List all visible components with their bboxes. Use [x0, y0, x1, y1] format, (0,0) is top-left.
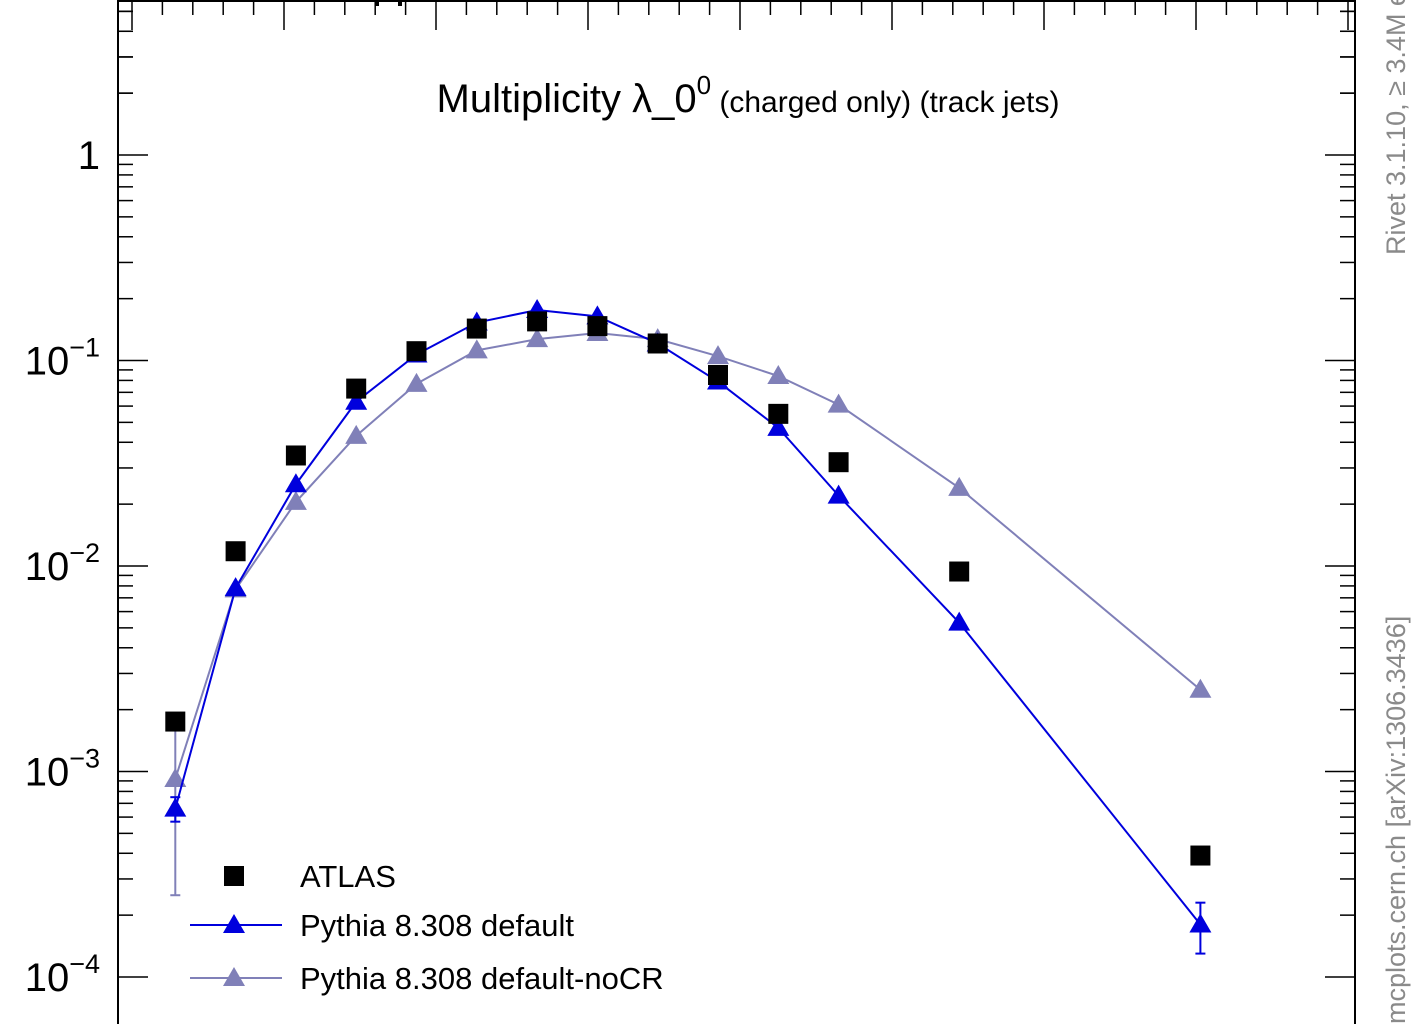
data-point — [647, 333, 668, 354]
data-point — [707, 345, 729, 365]
title-main: Multiplicity λ_0 — [437, 77, 697, 121]
data-point — [948, 476, 971, 496]
legend-label-default: Pythia 8.308 default — [300, 908, 574, 943]
data-point — [526, 328, 549, 348]
top-clipped-label — [375, 0, 402, 6]
legend-marker-atlas — [224, 866, 244, 886]
data-point — [405, 372, 428, 392]
title-superscript: 0 — [697, 70, 711, 100]
data-point — [708, 365, 728, 386]
series-2 — [164, 322, 1212, 897]
data-point — [827, 484, 850, 504]
data-point — [587, 316, 608, 337]
series-line — [174, 309, 1202, 926]
data-point — [1190, 845, 1211, 866]
data-point — [949, 561, 970, 582]
series-line — [174, 332, 1202, 780]
y-tick-label: 10−2 — [25, 538, 100, 589]
side-label-rivet: Rivet 3.1.10, ≥ 3.4M events — [1381, 0, 1411, 255]
data-point — [465, 339, 488, 359]
y-tick-label: 1 — [78, 134, 100, 178]
series-1 — [164, 299, 1212, 955]
plot-title: Multiplicity λ_00 (charged only) (track … — [437, 70, 1060, 121]
data-point — [1189, 678, 1212, 698]
data-point — [164, 797, 187, 817]
series-0 — [165, 311, 1211, 866]
title-note: (charged only) (track jets) — [711, 86, 1059, 119]
data-point — [527, 311, 548, 332]
y-tick-label: 10−4 — [25, 949, 100, 1000]
data-point — [768, 403, 789, 424]
data-point — [345, 424, 368, 444]
y-tick-label: 10−3 — [25, 744, 100, 795]
data-point — [767, 416, 790, 436]
legend-marker-default — [223, 914, 245, 933]
side-label-mcplots: mcplots.cern.ch [arXiv:1306.3436] — [1381, 616, 1411, 1024]
data-point — [767, 365, 790, 385]
data-point — [466, 318, 487, 339]
series-layer — [164, 299, 1212, 955]
data-point — [406, 341, 427, 362]
y-tick-labels: 1 10−1 10−2 10−3 10−4 — [25, 134, 100, 1000]
data-point — [164, 767, 187, 787]
data-point — [225, 541, 246, 562]
data-point — [284, 490, 307, 510]
axis-ticks — [118, 0, 1355, 978]
data-point — [827, 393, 850, 413]
data-point — [948, 611, 971, 631]
data-point — [224, 577, 247, 597]
data-point — [1189, 913, 1212, 933]
data-point — [285, 445, 306, 466]
data-point — [346, 378, 367, 399]
data-point — [828, 452, 849, 473]
data-point — [284, 473, 307, 493]
legend-marker-nocr — [223, 967, 245, 986]
legend: ATLAS Pythia 8.308 default Pythia 8.308 … — [190, 859, 664, 996]
data-point — [165, 711, 186, 732]
y-tick-label: 10−1 — [25, 333, 100, 384]
legend-label-nocr: Pythia 8.308 default-noCR — [300, 961, 664, 996]
legend-label-atlas: ATLAS — [300, 859, 396, 894]
data-point — [345, 390, 368, 410]
